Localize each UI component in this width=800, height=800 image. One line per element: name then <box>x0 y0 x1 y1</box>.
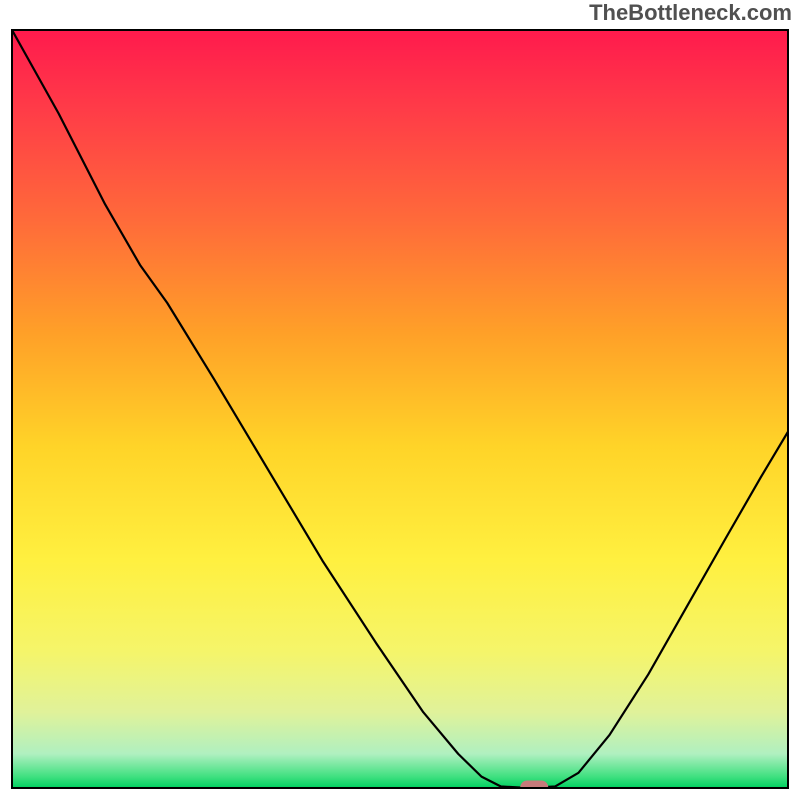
watermark-label: TheBottleneck.com <box>589 0 792 26</box>
gradient-background <box>12 30 788 788</box>
chart-container: TheBottleneck.com <box>0 0 800 800</box>
bottleneck-chart <box>0 0 800 800</box>
